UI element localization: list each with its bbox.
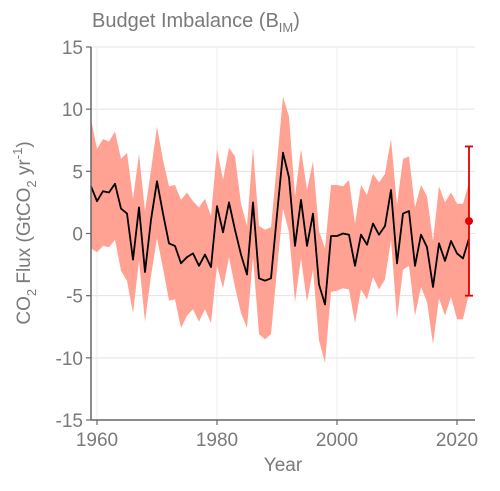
- imbalance-line-group: [90, 151, 470, 306]
- uncertainty-band: [91, 96, 469, 363]
- errorbar-point: [465, 217, 473, 226]
- y-tick-label: -15: [56, 411, 83, 432]
- x-tick-label: 1960: [76, 430, 118, 451]
- uncertainty-band-group: [91, 96, 469, 363]
- x-axis-label: Year: [264, 455, 303, 476]
- y-tick-label: 5: [72, 162, 83, 183]
- chart-title-close: ): [293, 10, 300, 32]
- y-axis-label: CO2 Flux (GtCO2 yr-1): [10, 141, 39, 324]
- summary-errorbar-group: [465, 145, 473, 297]
- y-tick-label: 0: [72, 225, 83, 246]
- y-tick-label: -10: [56, 349, 83, 370]
- y-axis-label-part: -1: [10, 148, 25, 160]
- y-tick-label: -5: [66, 287, 83, 308]
- y-axis-label-part: ): [14, 141, 35, 147]
- y-tick-labels: 15 10 5 0 -5 -10 -15: [56, 38, 83, 432]
- chart-title-main: Budget Imbalance (B: [92, 10, 279, 32]
- y-axis-label-part: yr: [14, 159, 35, 181]
- x-tick-label: 2020: [436, 430, 478, 451]
- x-tick-label: 2000: [316, 430, 358, 451]
- x-tick-labels: 1960 1980 2000 2020: [76, 430, 478, 451]
- axes: [86, 46, 475, 425]
- y-axis-label-part: 2: [24, 289, 39, 296]
- y-axis-label-part: 2: [24, 180, 39, 187]
- y-tick-label: 10: [62, 100, 83, 121]
- chart-title: Budget Imbalance (BIM): [92, 10, 300, 35]
- chart-title-subscript: IM: [279, 20, 293, 35]
- imbalance-line: [90, 151, 470, 306]
- y-tick-label: 15: [62, 38, 83, 59]
- x-tick-label: 1980: [196, 430, 238, 451]
- y-axis-label-part: Flux (GtCO: [14, 188, 35, 289]
- y-axis-label-part: CO: [14, 296, 35, 325]
